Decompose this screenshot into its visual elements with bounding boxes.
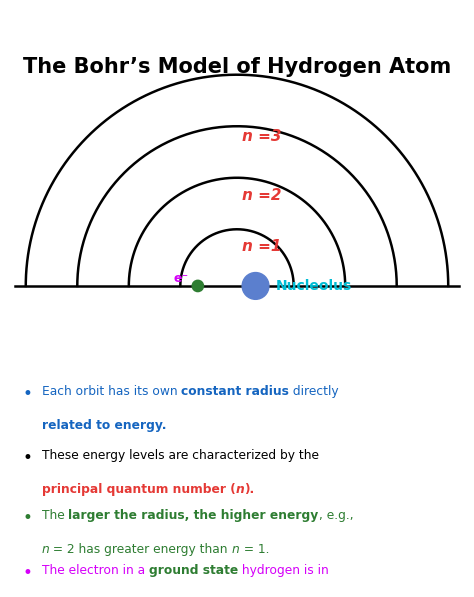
Text: n: n (232, 543, 239, 556)
Text: = 2 has greater energy than: = 2 has greater energy than (49, 543, 232, 556)
Text: n =3: n =3 (242, 129, 282, 144)
Text: n =1: n =1 (242, 239, 282, 254)
Text: •: • (23, 564, 33, 582)
Text: The Bohr’s Model of Hydrogen Atom: The Bohr’s Model of Hydrogen Atom (23, 57, 451, 77)
Text: = 1.: = 1. (239, 543, 269, 556)
Text: principal quantum number (: principal quantum number ( (42, 483, 236, 496)
Text: n: n (42, 543, 49, 556)
Text: related to energy.: related to energy. (42, 419, 166, 432)
Text: larger the radius, the higher energy: larger the radius, the higher energy (68, 509, 319, 522)
Text: , e.g.,: , e.g., (319, 509, 353, 522)
Text: directly: directly (289, 385, 338, 398)
Text: The electron in a: The electron in a (42, 564, 149, 577)
Text: ).: ). (244, 483, 255, 496)
Circle shape (242, 273, 269, 299)
Text: n: n (236, 483, 244, 496)
Text: These energy levels are characterized by the: These energy levels are characterized by… (42, 449, 319, 462)
Text: Nucleolus: Nucleolus (276, 279, 352, 293)
Text: constant radius: constant radius (181, 385, 289, 398)
Text: Each orbit has its own: Each orbit has its own (42, 385, 181, 398)
Text: hydrogen is in: hydrogen is in (238, 564, 328, 577)
Text: •: • (23, 509, 33, 527)
Text: •: • (23, 385, 33, 403)
Circle shape (192, 280, 203, 291)
Text: •: • (23, 449, 33, 467)
Text: The: The (42, 509, 68, 522)
Text: ground state: ground state (149, 564, 238, 577)
Text: e⁻: e⁻ (173, 272, 189, 285)
Text: n =2: n =2 (242, 188, 282, 203)
